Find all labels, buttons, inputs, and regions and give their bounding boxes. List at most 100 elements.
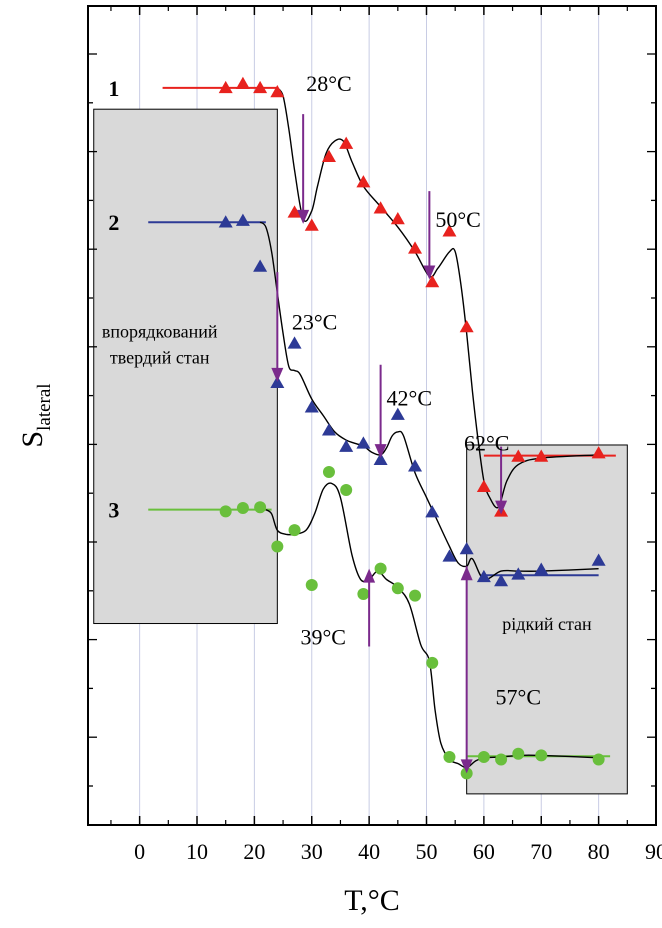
x-tick-label-80: 80	[588, 839, 610, 864]
x-tick-label-70: 70	[530, 839, 552, 864]
series-1-point-18	[511, 449, 526, 462]
series-3-point-1	[219, 505, 232, 518]
series-2-point-19	[534, 562, 549, 575]
series-2-point-7	[321, 423, 336, 436]
text-labels: впорядкований твердий стан рідкий стан 1 2 3 2…	[16, 71, 662, 917]
series-3-point-5	[288, 524, 301, 537]
x-tick-label-50: 50	[416, 839, 438, 864]
series-1-point-11	[390, 211, 405, 225]
series-1-point-5	[287, 205, 302, 218]
arrow-7-head-start	[460, 566, 473, 581]
y-axis-title-main: S	[16, 431, 49, 448]
series-3-point-14	[443, 751, 456, 764]
x-tick-label-60: 60	[473, 839, 495, 864]
plot-border	[87, 5, 657, 826]
series-1-label: 1	[108, 76, 119, 101]
arrow-7-head	[460, 759, 473, 774]
series-2-point-3	[253, 259, 268, 272]
x-tick-label-10: 10	[186, 839, 208, 864]
region-1	[93, 108, 278, 625]
arrow-4-head	[374, 444, 387, 459]
series-1-point-16	[476, 479, 491, 493]
series-3-point-6	[305, 579, 318, 592]
annotation-5-label: 62°C	[464, 431, 509, 456]
series-1-point-7	[321, 149, 336, 162]
region-label-1-1: впорядкований	[102, 322, 218, 342]
fit-curves	[259, 87, 599, 769]
series-3-point-18	[512, 747, 525, 760]
series-1-point-4	[270, 84, 285, 98]
annotation-3-label: 23°C	[292, 309, 337, 334]
series-1-curve	[276, 87, 599, 509]
y-axis-title: Slateral	[16, 383, 55, 447]
series-3-point-20	[592, 753, 605, 766]
series-1-point-3	[253, 80, 268, 94]
annotation-4-label: 42°C	[387, 385, 432, 410]
series-2-curve	[259, 221, 599, 581]
data-points	[218, 76, 606, 780]
axis-ticks	[88, 6, 657, 825]
series-3-point-10	[374, 562, 387, 575]
series-3-point-9	[357, 588, 370, 601]
series-3-label: 3	[108, 498, 119, 523]
series-3-curve	[265, 482, 599, 769]
plot-frame	[87, 5, 657, 826]
series-2-point-12	[408, 459, 423, 472]
arrow-1-head	[297, 209, 310, 224]
arrow-6-head	[363, 568, 376, 583]
series-3-point-4	[271, 540, 284, 553]
series-2-point-14	[442, 549, 457, 562]
series-3-point-3	[254, 501, 267, 514]
series-2-point-20	[591, 553, 606, 566]
series-2-point-6	[304, 400, 319, 413]
series-2-point-15	[459, 541, 474, 555]
series-3-point-8	[340, 484, 353, 497]
series-3-point-11	[391, 582, 404, 595]
series-2-point-11	[390, 407, 405, 420]
series-2-point-1	[218, 215, 233, 228]
series-3-point-12	[409, 589, 422, 602]
series-2-point-2	[235, 213, 250, 226]
series-3-point-13	[426, 656, 439, 669]
series-1-point-8	[339, 136, 354, 149]
series-2-point-17	[494, 573, 509, 587]
annotation-2-label: 50°C	[435, 207, 480, 232]
series-1-point-6	[304, 218, 319, 231]
series-3-point-2	[236, 502, 249, 515]
x-tick-label-20: 20	[243, 839, 265, 864]
series-3-point-19	[535, 749, 548, 762]
series-3-point-16	[477, 751, 490, 764]
series-1-point-19	[534, 449, 549, 462]
series-1-point-15	[459, 320, 474, 333]
series-2-point-18	[511, 567, 526, 580]
series-1-point-9	[356, 175, 371, 188]
x-axis-title: T,°C	[344, 884, 400, 917]
x-tick-label-30: 30	[301, 839, 323, 864]
series-2-point-10	[373, 452, 388, 465]
arrow-3-head	[271, 367, 284, 382]
y-axis-title-subscript: lateral	[34, 383, 55, 430]
series-3-point-7	[322, 466, 335, 479]
series-1-point-20	[591, 446, 606, 459]
arrow-5-head	[495, 500, 508, 515]
annotation-6-label: 39°C	[300, 625, 345, 650]
arrow-2-head	[423, 265, 436, 280]
annotation-7-label: 57°C	[496, 684, 541, 709]
series-2-point-8	[339, 439, 354, 452]
series-1-point-12	[408, 241, 423, 254]
region-label-1-2: твердий стан	[110, 348, 210, 368]
series-2-point-16	[476, 569, 491, 583]
series-2-point-13	[425, 505, 440, 518]
series-1-point-2	[235, 76, 250, 90]
transition-arrows	[271, 114, 508, 774]
x-tick-label-90: 90	[645, 839, 662, 864]
series-3-point-17	[495, 753, 508, 766]
region-label-2-1: рідкий стан	[502, 614, 592, 634]
annotation-1-label: 28°C	[306, 71, 351, 96]
series-1-point-10	[373, 201, 388, 214]
series-1-point-1	[218, 80, 233, 94]
series-2-label: 2	[108, 210, 119, 235]
series-2-point-9	[356, 436, 371, 449]
x-tick-label-40: 40	[358, 839, 380, 864]
